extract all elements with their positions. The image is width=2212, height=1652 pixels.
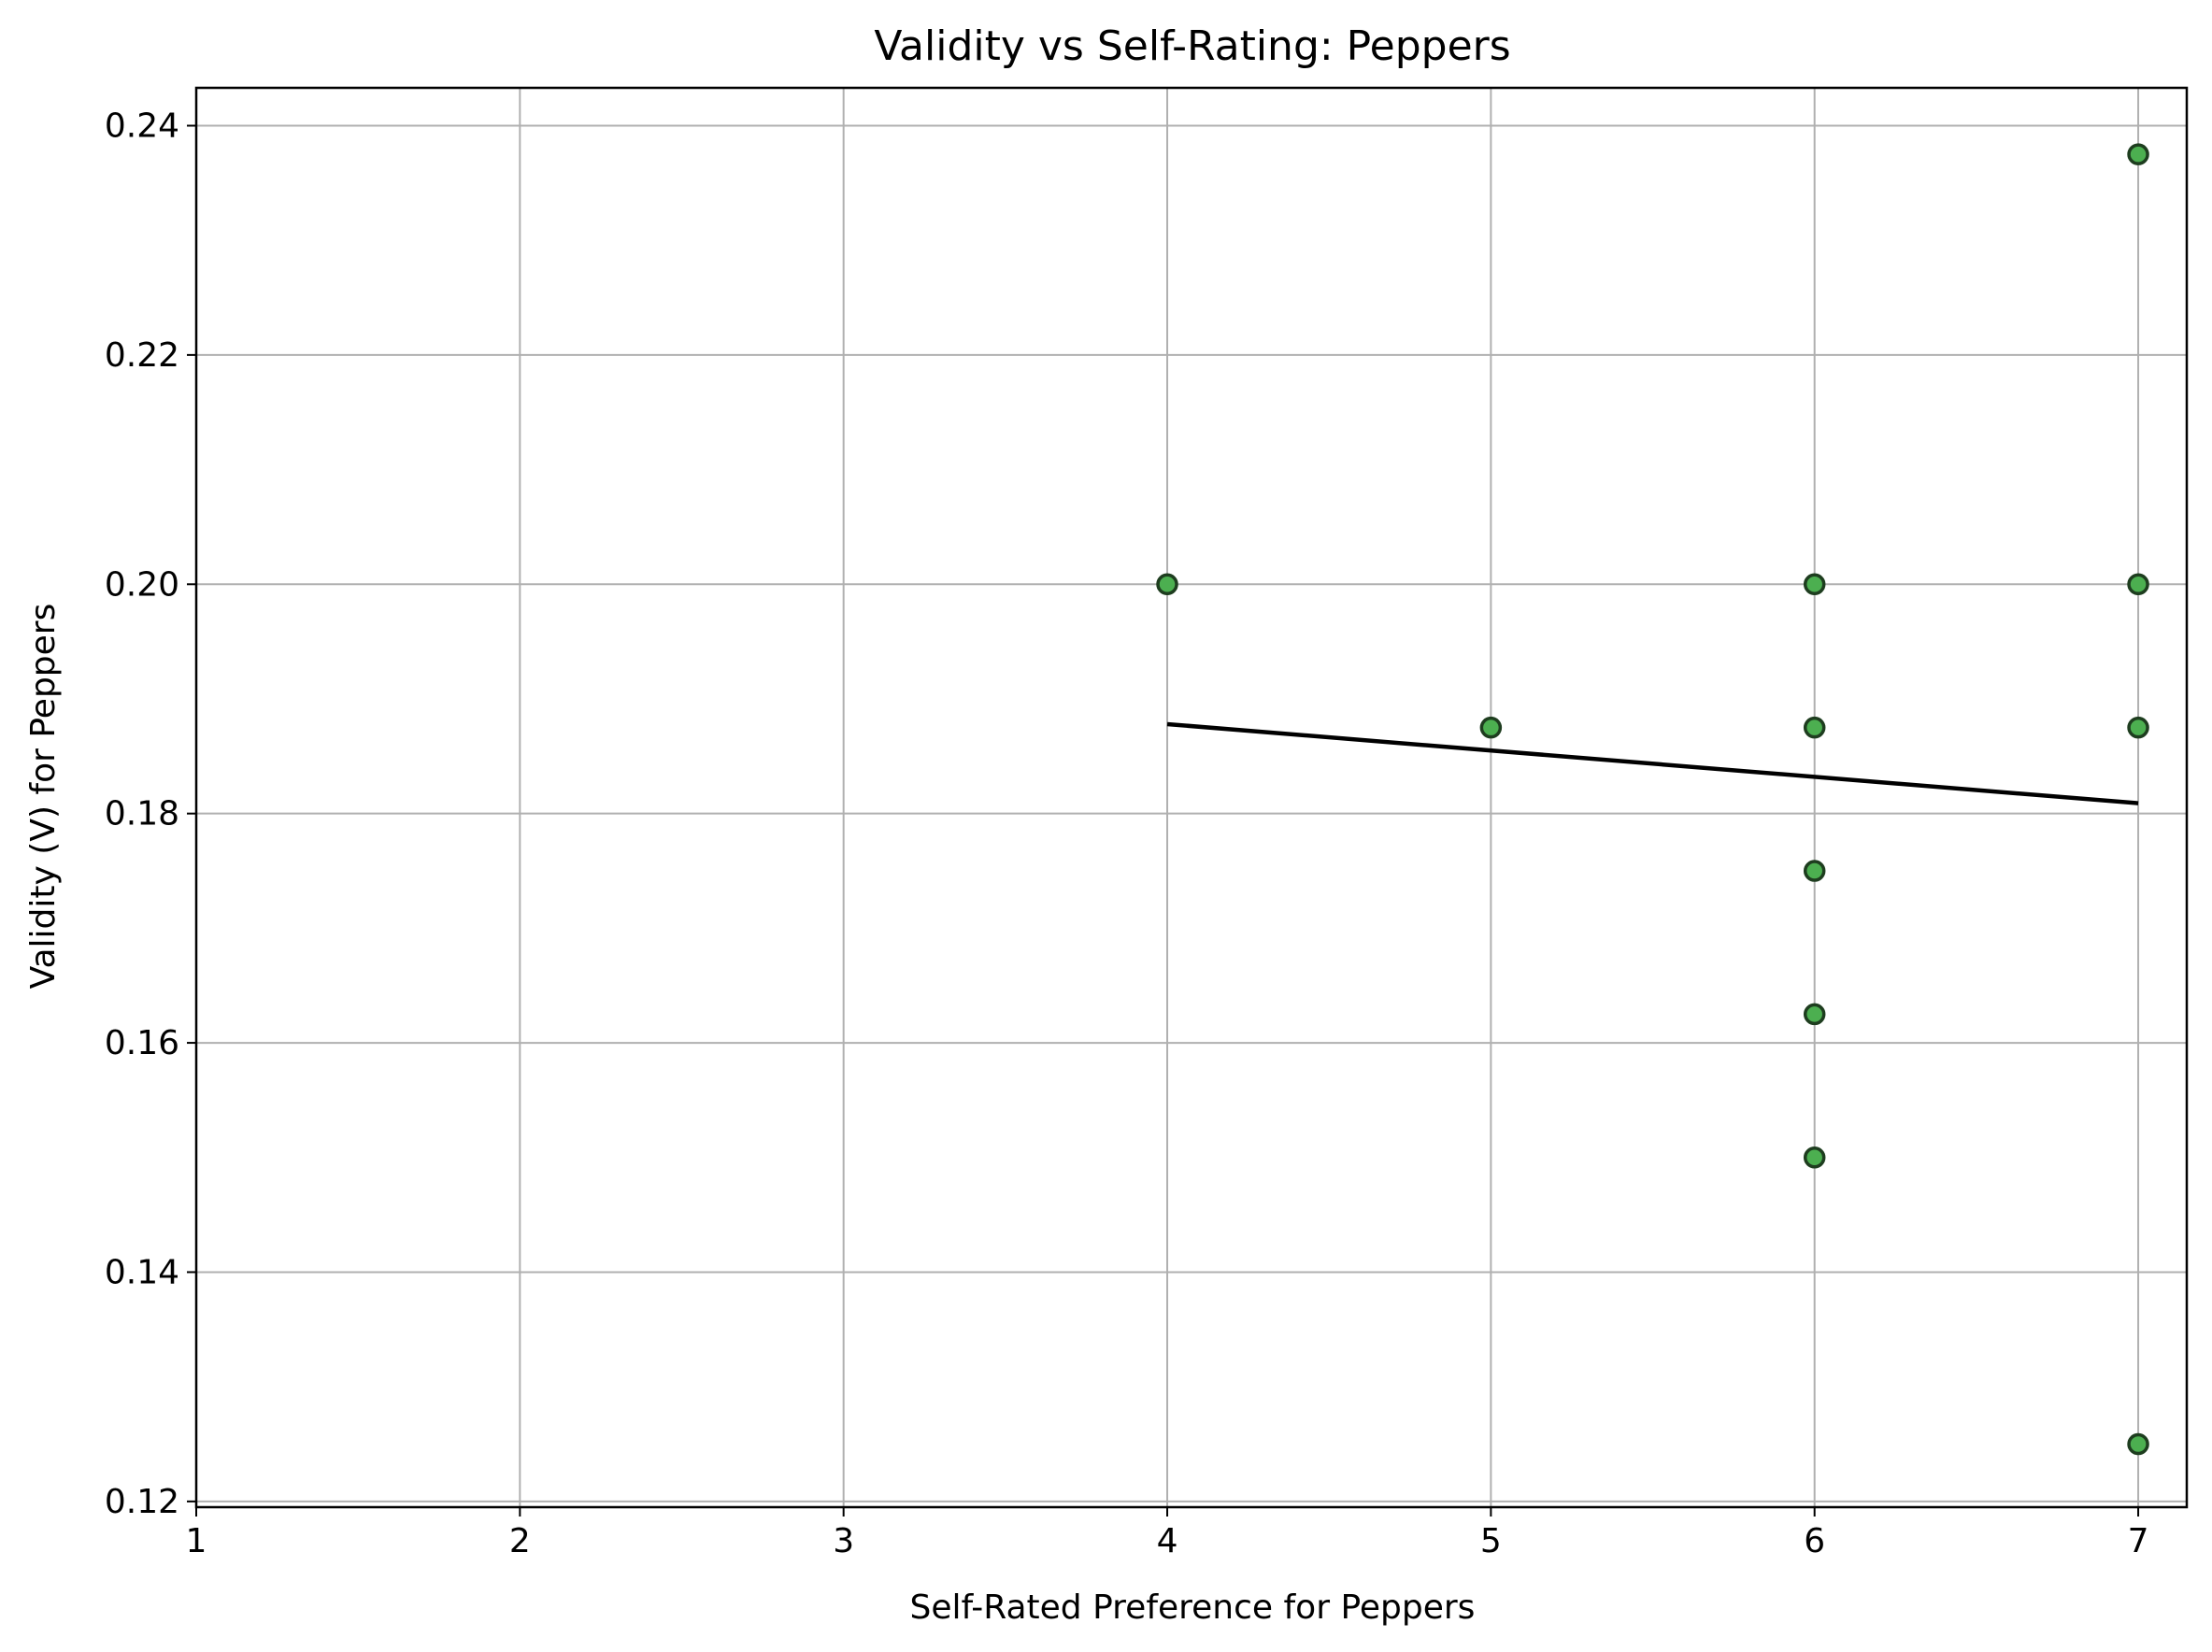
scatter-point	[1803, 1003, 1826, 1026]
scatter-point	[2127, 716, 2149, 739]
y-tick-label: 0.16	[105, 1024, 179, 1062]
x-axis-ticks: 1 2 3 4 5 6 7	[186, 1507, 2149, 1560]
scatter-point	[1479, 716, 1503, 739]
y-axis-ticks: 0.12 0.14 0.16 0.18 0.20 0.22 0.24	[105, 107, 196, 1521]
scatter-point	[1803, 860, 1826, 882]
scatter-points	[1156, 143, 2149, 1456]
scatter-point	[1803, 1146, 1826, 1169]
y-tick-label: 0.18	[105, 795, 179, 833]
x-tick-label: 7	[2128, 1522, 2149, 1560]
scatter-point	[1803, 716, 1826, 739]
x-tick-label: 1	[186, 1522, 207, 1560]
y-tick-label: 0.22	[105, 336, 179, 375]
chart-title: Validity vs Self-Rating: Peppers	[874, 22, 1510, 70]
x-axis-label: Self-Rated Preference for Peppers	[910, 1588, 1476, 1627]
scatter-point	[2127, 573, 2149, 596]
scatter-point	[1803, 573, 1826, 596]
scatter-point	[2127, 1432, 2149, 1456]
x-tick-label: 5	[1480, 1522, 1502, 1560]
y-tick-label: 0.24	[105, 107, 179, 145]
y-tick-label: 0.12	[105, 1483, 179, 1521]
x-tick-label: 4	[1157, 1522, 1178, 1560]
y-tick-label: 0.20	[105, 565, 179, 604]
scatter-point	[2127, 143, 2149, 165]
trendline	[1166, 721, 2139, 805]
x-tick-label: 3	[833, 1522, 854, 1560]
plot-area-frame	[194, 86, 2189, 1509]
x-tick-label: 6	[1804, 1522, 1825, 1560]
trendline-group	[1166, 721, 2139, 805]
y-tick-label: 0.14	[105, 1253, 179, 1291]
x-tick-label: 2	[509, 1522, 531, 1560]
y-axis-label: Validity (V) for Peppers	[24, 604, 63, 990]
scatter-point	[1156, 573, 1178, 596]
grid	[195, 88, 2187, 1507]
